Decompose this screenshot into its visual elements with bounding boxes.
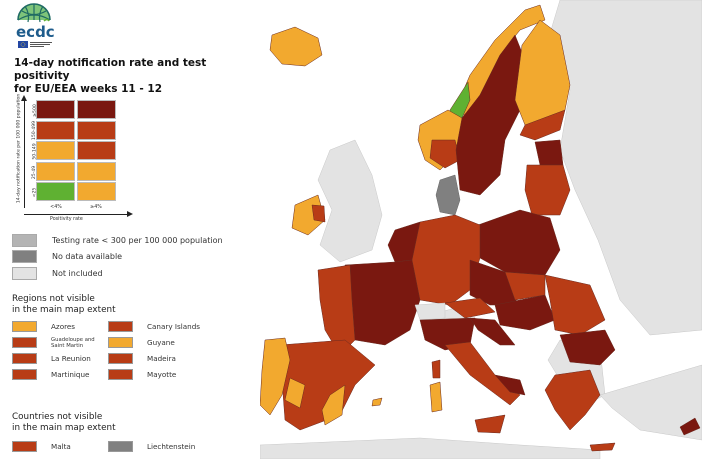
legend-item-no-data: No data available [12,249,223,266]
legend-swatch [12,337,37,348]
region-item-guadeloupe: Guadeloupe and Saint Martin [12,336,108,349]
matrix-cell [76,120,116,140]
legend-panel: ecdc 14-day notification rate and test p… [0,0,260,459]
title-line-1: 14-day notification rate and test positi… [14,57,207,82]
regions-section-title: Regions not visible in the main map exte… [12,294,116,315]
country-item-liechtenstein: Liechtenstein [108,440,208,453]
region-item-mayotte: Mayotte [108,368,208,381]
legend-swatch [108,337,133,348]
title-line-2: for EU/EEA weeks 11 - 12 [14,83,162,95]
matrix-cell [76,182,116,201]
map-title: 14-day notification rate and test positi… [14,57,264,96]
legend-item-not-included: Not included [12,265,223,282]
countries-section-title: Countries not visible in the main map ex… [12,412,116,433]
risk-matrix: 14-day notification rate per 100 000 pop… [10,93,133,224]
y-axis-arrow-icon [21,95,27,208]
countries-legend: Malta Liechtenstein [12,440,208,453]
x-axis-label: Positivity rate [50,217,83,222]
matrix-cell [36,141,75,160]
ecdc-logo: ecdc [10,0,70,52]
matrix-cell [36,120,75,140]
region-item-la-reunion: La Reunion [12,352,108,365]
region-item-canary-islands: Canary Islands [108,320,208,333]
legend-swatch [108,441,133,452]
status-legend: Testing rate < 300 per 100 000 populatio… [12,232,223,282]
region-item-azores: Azores [12,320,108,333]
svg-text:ecdc: ecdc [16,23,55,41]
matrix-cell [76,161,116,181]
legend-swatch [108,321,133,332]
legend-swatch [108,369,133,380]
country-item-malta: Malta [12,440,108,453]
legend-swatch [12,321,37,332]
column-labels: <4% ≥4% [36,205,116,210]
legend-item-testing-rate: Testing rate < 300 per 100 000 populatio… [12,232,223,249]
legend-swatch [12,250,37,264]
matrix-cell [76,141,116,160]
legend-swatch [108,353,133,364]
legend-swatch [12,353,37,364]
legend-swatch [12,233,37,247]
region-item-martinique: Martinique [12,368,108,381]
iceland [269,26,323,67]
matrix-grid [36,100,116,201]
y-axis-label: 14-day notification rate per 100 000 pop… [16,93,22,204]
matrix-cell [76,100,116,119]
legend-swatch [12,266,37,280]
column-label: ≥4% [90,205,102,210]
x-axis-arrow-icon [24,211,133,217]
matrix-cell [36,161,75,181]
europe-map[interactable] [259,0,702,459]
matrix-cell [36,100,75,119]
column-label: <4% [50,205,62,210]
region-item-madeira: Madeira [108,352,208,365]
matrix-cell [36,182,75,201]
region-item-guyane: Guyane [108,336,208,349]
legend-swatch [12,369,37,380]
regions-legend: Azores Canary Islands Guadeloupe and Sai… [12,320,208,381]
ecdc-globe-icon: ecdc [16,3,55,48]
legend-swatch [12,441,37,452]
map-canvas [259,0,702,459]
